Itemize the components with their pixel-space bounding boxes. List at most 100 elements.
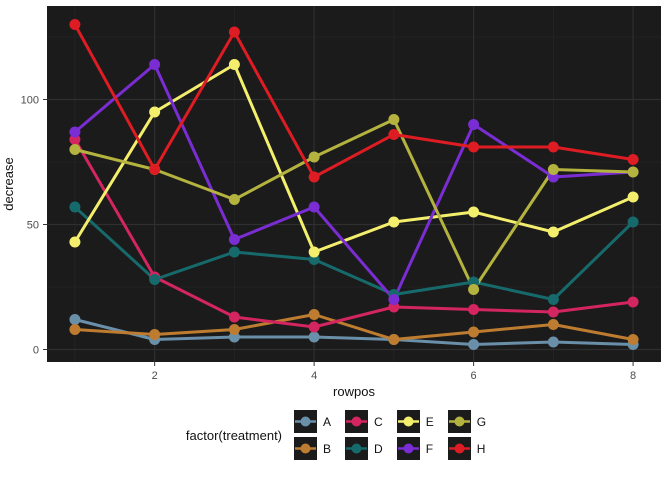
y-axis-title: decrease (1, 157, 16, 210)
data-point-E (388, 216, 400, 228)
series-line-B (73, 313, 635, 341)
legend-key-C (345, 410, 369, 433)
data-point-G (627, 166, 639, 178)
data-point-H (627, 154, 639, 165)
y-tick-label: 100 (21, 95, 39, 107)
data-point-G (547, 164, 559, 175)
data-point-G (388, 114, 400, 125)
data-point-B (308, 309, 320, 320)
data-point-C (228, 311, 240, 323)
data-point-D (228, 246, 240, 258)
legend-label-C: C (374, 414, 383, 429)
legend-label-G: G (476, 414, 487, 429)
data-point-A (308, 331, 320, 343)
legend-key-point (403, 443, 414, 454)
data-point-B (69, 324, 81, 335)
y-tick-label: 50 (27, 220, 39, 232)
legend-item-F: F (396, 437, 434, 460)
x-tick-label: 6 (471, 370, 477, 382)
series-points (69, 19, 639, 350)
data-point-A (468, 339, 480, 350)
axis-ticks: 2 4 6 8 0 50 100 (21, 95, 637, 383)
series-line-D (73, 205, 635, 301)
legend-label-E: E (425, 414, 434, 429)
data-point-H (149, 164, 161, 175)
data-point-G (468, 284, 480, 295)
legend-title: factor(treatment) (185, 427, 283, 443)
data-point-D (627, 216, 639, 228)
legend-key-B (294, 437, 318, 460)
y-tick-label: 0 (33, 345, 39, 357)
data-point-E (69, 236, 81, 248)
series-line-F (73, 63, 635, 301)
data-point-D (149, 274, 161, 285)
data-point-H (388, 129, 400, 140)
data-point-F (228, 234, 240, 245)
data-point-F (149, 59, 161, 70)
legend-label-B: B (323, 441, 332, 456)
series-line-A (73, 318, 635, 346)
legend-item-D: D (345, 437, 383, 460)
legend-item-C: C (345, 410, 383, 433)
x-axis-title: rowpos (333, 384, 375, 399)
legend-key-E (396, 410, 420, 433)
series-line-E (73, 63, 635, 254)
data-point-H (69, 19, 81, 30)
data-point-F (468, 119, 480, 130)
data-point-F (308, 201, 320, 213)
x-tick-label: 4 (311, 370, 317, 382)
data-point-B (547, 319, 559, 330)
legend-key-point (454, 443, 465, 454)
data-point-H (228, 26, 240, 38)
data-point-H (468, 141, 480, 153)
data-point-E (308, 246, 320, 258)
data-point-B (149, 329, 161, 340)
data-point-E (468, 206, 480, 218)
data-point-E (547, 226, 559, 238)
data-point-B (468, 326, 480, 338)
legend-label-H: H (476, 441, 486, 456)
data-point-H (547, 141, 559, 153)
series-line-G (73, 118, 635, 291)
legend-key-G (447, 410, 471, 433)
data-point-G (228, 194, 240, 205)
data-point-C (627, 296, 639, 308)
data-point-D (69, 201, 81, 213)
legend-key-A (294, 410, 318, 433)
series-line-C (73, 138, 635, 329)
line-chart: 2 4 6 8 0 50 100 decrease rowpos (1, 6, 661, 399)
data-point-G (69, 144, 81, 155)
data-point-C (468, 304, 480, 315)
x-tick-label: 2 (152, 370, 158, 382)
legend-key-point (351, 443, 362, 454)
legend-item-G: G (447, 410, 487, 433)
series-lines (73, 23, 635, 346)
legend-key-point (454, 416, 465, 427)
legend-key-F (396, 437, 420, 460)
data-point-E (228, 59, 240, 70)
legend-key-point (300, 443, 311, 454)
data-point-B (627, 334, 639, 345)
legend-key-D (345, 437, 369, 460)
data-point-C (308, 321, 320, 333)
legend-item-E: E (396, 410, 434, 433)
legend-item-A: A (294, 410, 331, 433)
legend-key-point (300, 416, 311, 427)
legend-key-point (403, 416, 414, 427)
data-point-D (547, 294, 559, 305)
data-point-B (388, 334, 400, 345)
series-line-H (73, 23, 635, 179)
data-point-C (547, 306, 559, 318)
data-point-F (69, 126, 81, 138)
data-point-A (69, 314, 81, 325)
data-point-B (228, 324, 240, 335)
data-point-H (308, 171, 320, 183)
x-tick-label: 8 (630, 370, 636, 382)
data-point-F (388, 294, 400, 305)
legend-label-F: F (425, 441, 434, 456)
data-point-E (627, 191, 639, 203)
legend-key-point (351, 416, 362, 427)
legend-item-B: B (294, 437, 331, 460)
